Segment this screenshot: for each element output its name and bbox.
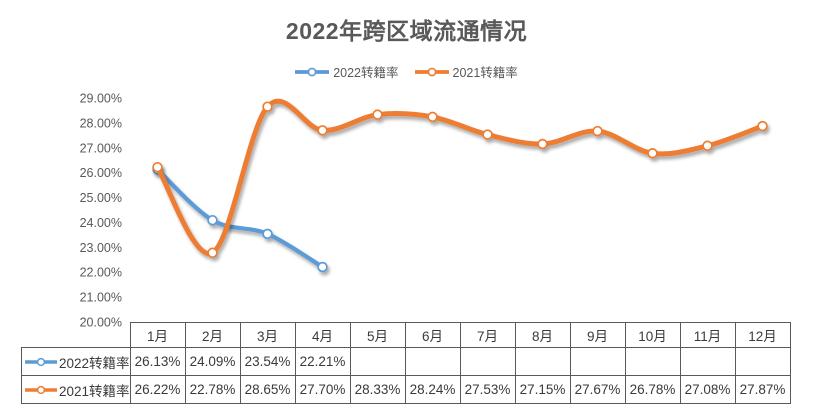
table-value-cell: 22.21% — [294, 347, 351, 376]
table-corner-cell — [22, 323, 131, 348]
y-axis: 29.00% 28.00% 27.00% 26.00% 25.00% 24.00% 23.0… — [80, 92, 122, 330]
table-month-header: 9月 — [569, 322, 626, 348]
table-value-cell — [459, 347, 516, 376]
table-value-cell: 27.87% — [734, 375, 791, 404]
table-value-cell: 24.09% — [184, 347, 241, 376]
table-month-header: 11月 — [679, 322, 736, 348]
table-month-header: 4月 — [294, 322, 351, 348]
table-value-cell: 26.22% — [129, 375, 186, 404]
data-point-marker — [702, 140, 713, 152]
series-line-2022转籍率 — [155, 167, 325, 270]
table-month-header: 5月 — [349, 322, 406, 348]
table-value-cell: 22.78% — [184, 375, 241, 404]
table-value-cell: 27.70% — [294, 375, 351, 404]
y-axis-tick-label: 27.00% — [80, 141, 122, 155]
table-month-header: 6月 — [404, 322, 461, 348]
table-value-cell — [514, 347, 571, 376]
table-value-cell — [624, 347, 681, 376]
series-group-2021转籍率 — [152, 98, 768, 259]
y-axis-tick-label: 26.00% — [80, 166, 122, 180]
legend-line-marker-icon — [295, 67, 330, 76]
data-point-marker — [757, 120, 768, 132]
legend-label: 2022转籍率 — [333, 66, 399, 80]
data-point-marker — [207, 214, 218, 226]
table-value-cell: 27.53% — [459, 375, 516, 404]
table-month-header: 12月 — [734, 322, 791, 348]
series-label-cell: 2022转籍率 — [21, 347, 131, 376]
table-value-cell: 26.78% — [624, 375, 681, 404]
y-axis-tick-label: 28.00% — [80, 116, 122, 130]
data-point-marker — [592, 125, 603, 137]
table-month-header: 1月 — [129, 322, 186, 348]
data-point-marker — [427, 111, 438, 123]
table-value-cell — [349, 347, 406, 376]
table-value-cell: 28.65% — [239, 375, 296, 404]
legend-line-marker-icon — [414, 67, 449, 76]
table-row: 2021转籍率 26.22% 22.78% 28.65% 27.70% 28.33% 28.… — [21, 375, 791, 404]
y-axis-tick-label: 29.00% — [80, 92, 122, 106]
y-axis-tick-label: 20.00% — [80, 316, 122, 330]
data-table: 1月 2月 3月 4月 5月 6月 7月 8月 9月 10月 11月 12月 2022转籍率 26.13%… — [21, 322, 791, 404]
y-axis-tick-label: 25.00% — [80, 191, 122, 205]
table-header-row: 1月 2月 3月 4月 5月 6月 7月 8月 9月 10月 11月 12月 — [22, 322, 791, 348]
data-point-marker — [482, 129, 493, 140]
table-value-cell: 23.54% — [239, 347, 296, 376]
series-label: 2021转籍率 — [59, 383, 130, 399]
y-axis-tick-label: 24.00% — [80, 216, 122, 230]
table-value-cell: 27.15% — [514, 375, 571, 404]
table-value-cell — [569, 347, 626, 376]
legend-label: 2021转籍率 — [452, 66, 518, 80]
table-value-cell: 28.24% — [404, 375, 461, 404]
data-point-marker — [537, 138, 548, 150]
data-point-marker — [317, 261, 328, 273]
data-point-marker — [372, 109, 383, 120]
table-month-header: 10月 — [624, 322, 681, 348]
table-month-header: 3月 — [239, 322, 296, 348]
data-point-marker — [262, 228, 273, 240]
data-point-marker — [152, 161, 163, 173]
table-value-cell: 27.67% — [569, 375, 626, 404]
table-value-cell — [734, 347, 791, 376]
data-point-marker — [207, 247, 218, 259]
table-value-cell — [404, 347, 461, 376]
legend: 2022转籍率 2021转籍率 — [0, 62, 813, 81]
data-table-wrap: 1月 2月 3月 4月 5月 6月 7月 8月 9月 10月 11月 12月 2022转籍率 26.13%… — [21, 322, 791, 404]
table-month-header: 2月 — [184, 322, 241, 348]
series-layer — [152, 98, 768, 273]
legend-line-marker-icon — [25, 385, 57, 394]
table-value-cell: 27.08% — [679, 375, 736, 404]
series-label-cell: 2021转籍率 — [21, 375, 131, 404]
y-axis-tick-label: 22.00% — [80, 266, 122, 280]
legend-item-2022: 2022转籍率 — [295, 62, 399, 81]
table-value-cell: 26.13% — [129, 347, 186, 376]
y-axis-tick-label: 21.00% — [80, 291, 122, 305]
table-month-header: 7月 — [459, 322, 516, 348]
legend-line-marker-icon — [25, 357, 57, 366]
legend-item-2021: 2021转籍率 — [414, 62, 518, 81]
data-point-marker — [262, 101, 273, 112]
table-month-header: 8月 — [514, 322, 571, 348]
table-value-cell: 28.33% — [349, 375, 406, 404]
table-row: 2022转籍率 26.13% 24.09% 23.54% 22.21% — [21, 347, 791, 376]
table-value-cell — [679, 347, 736, 376]
chart-title: 2022年跨区域流通情况 — [285, 18, 528, 44]
series-label: 2022转籍率 — [59, 355, 130, 371]
y-axis-tick-label: 23.00% — [80, 241, 122, 255]
data-point-marker — [317, 125, 328, 136]
data-point-marker — [647, 148, 658, 159]
